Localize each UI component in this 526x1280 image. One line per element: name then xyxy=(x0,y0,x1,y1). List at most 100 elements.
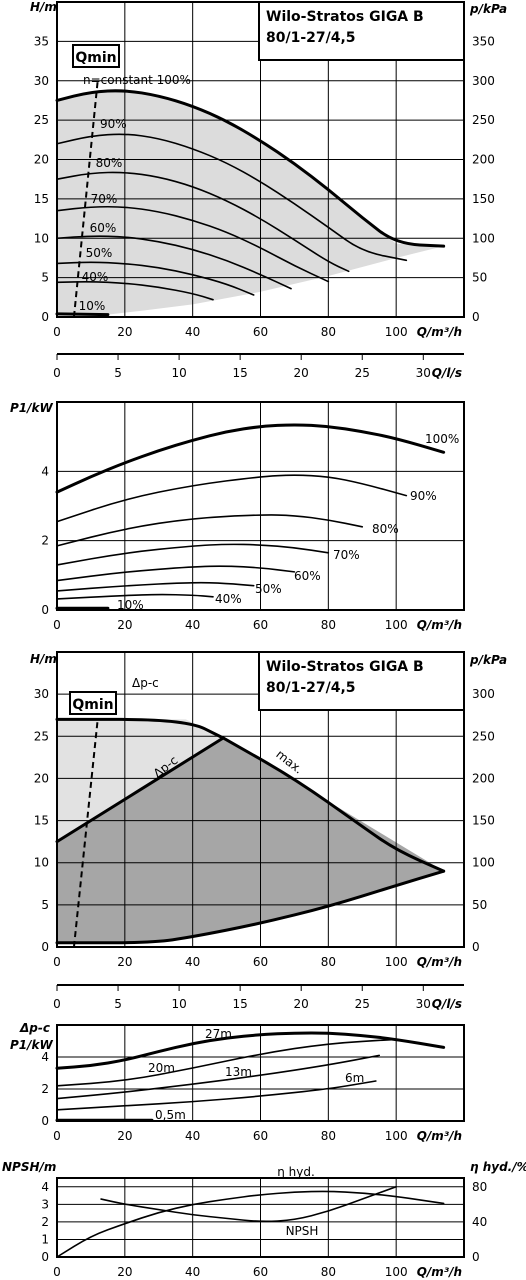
hq_var-y-tick-label: 0 xyxy=(41,310,49,324)
p1_var-series-line xyxy=(55,423,446,494)
hq_dpc-y2-tick-label: 100 xyxy=(472,856,495,870)
p1_var-x-tick-label: 100 xyxy=(385,618,408,632)
hq_var-y-tick-label: 35 xyxy=(34,34,49,48)
hq_var-y-tick-label: 5 xyxy=(41,271,49,285)
hq_dpc-x-tick-label: 40 xyxy=(185,955,200,969)
hq_dpc-y-axis-label: H/m xyxy=(30,652,57,666)
hq_dpc-x-tick-label: 100 xyxy=(385,955,408,969)
p1_dpc-x-tick-label: 80 xyxy=(321,1129,336,1143)
hq_dpc-series-line xyxy=(55,717,225,740)
p1_var-x-tick-label: 60 xyxy=(253,618,268,632)
p1_var-series-line xyxy=(56,581,255,592)
p1_var-curve-label: 70% xyxy=(333,548,360,562)
p1_dpc-x-tick-label: 40 xyxy=(185,1129,200,1143)
hq_var-series-line xyxy=(56,281,214,301)
qls_axis_1-tick-label: 10 xyxy=(171,366,186,380)
p1_var-curve-label: 50% xyxy=(255,582,282,596)
hq_dpc-x-tick-label: 20 xyxy=(117,955,132,969)
hq_var-qmin-box xyxy=(72,44,120,68)
hq_dpc-y-tick-label: 30 xyxy=(34,687,49,701)
npsh_eta-y-tick-label: 3 xyxy=(41,1197,49,1211)
p1_dpc-y-tick-label: 0 xyxy=(41,1114,49,1128)
hq_var-y2-tick-label: 150 xyxy=(472,192,495,206)
hq_dpc-x-axis-label: Q/m³/h xyxy=(417,955,462,969)
qls_axis_2-tick-label: 0 xyxy=(53,997,61,1011)
npsh_eta-npsh-label: NPSH xyxy=(286,1224,319,1238)
hq_dpc-pump-name: Wilo-Stratos GIGA B xyxy=(266,659,424,675)
hq_var-x-tick-label: 60 xyxy=(253,325,268,339)
hq_var-x-tick-label: 100 xyxy=(385,325,408,339)
p1_dpc-y-axis-label: P1/kW xyxy=(10,1038,54,1052)
hq_var-series-line xyxy=(56,133,408,262)
p1_dpc-x-tick-label: 60 xyxy=(253,1129,268,1143)
hq_dpc-qmin-label: Qmin xyxy=(72,697,113,713)
hq_dpc-y2-tick-label: 300 xyxy=(472,687,495,701)
hq_dpc-y2-tick-label: 200 xyxy=(472,771,495,785)
npsh_eta-y-tick-label: 2 xyxy=(41,1215,49,1229)
hq_var-series-line xyxy=(56,205,330,283)
hq_dpc-qmin-box xyxy=(69,691,117,715)
p1_dpc-x-tick-label: 100 xyxy=(385,1129,408,1143)
hq_var-pump-model: 80/1-27/4,5 xyxy=(266,30,356,46)
hq_var-series-line xyxy=(56,261,255,296)
p1_var-x-tick-label: 20 xyxy=(117,618,132,632)
npsh_eta-x-tick-label: 80 xyxy=(321,1265,336,1279)
p1_var-curve-label: 10% xyxy=(117,598,144,612)
p1_dpc-y-axis-label-top: Δp-c xyxy=(19,1021,50,1035)
npsh_eta-x-tick-label: 40 xyxy=(185,1265,200,1279)
p1_var-series-line xyxy=(56,514,364,547)
p1_var-y-tick-label: 2 xyxy=(41,534,49,548)
qls_axis_1-tick-label: 30 xyxy=(416,366,431,380)
hq_var-y-tick-label: 15 xyxy=(34,192,49,206)
npsh_eta-y2-tick-label: 0 xyxy=(472,1250,480,1264)
hq_dpc-max-region xyxy=(57,737,444,943)
qls_axis_2-tick-label: 30 xyxy=(416,997,431,1011)
p1_var-y-tick-label: 4 xyxy=(41,464,49,478)
hq_dpc-series-line xyxy=(55,736,225,844)
hq_var-y-tick-label: 20 xyxy=(34,153,49,167)
p1_dpc-curve-label: 6m xyxy=(345,1071,364,1085)
hq_var-x-tick-label: 20 xyxy=(117,325,132,339)
hq_var-x-tick-label: 80 xyxy=(321,325,336,339)
p1_var-curve-label: 40% xyxy=(215,592,242,606)
hq_var-curve-label: 70% xyxy=(91,192,118,206)
npsh_eta-x-tick-label: 0 xyxy=(53,1265,61,1279)
hq_dpc-title-box xyxy=(258,651,465,711)
hq_var-y2-tick-label: 100 xyxy=(472,231,495,245)
p1_var-x-axis-label: Q/m³/h xyxy=(417,618,462,632)
npsh_eta-y-axis-label: NPSH/m xyxy=(2,1160,56,1174)
hq_var-y2-tick-label: 0 xyxy=(472,310,480,324)
p1_var-y-tick-label: 0 xyxy=(41,603,49,617)
npsh_eta-series-line xyxy=(56,1190,445,1258)
p1_dpc-y-tick-label: 2 xyxy=(41,1082,49,1096)
p1_dpc-y-tick-label: 4 xyxy=(41,1050,49,1064)
npsh_eta-x-axis-label: Q/m³/h xyxy=(417,1265,462,1279)
hq_var-curve-label: 80% xyxy=(96,156,123,170)
npsh_eta-y-tick-label: 0 xyxy=(41,1250,49,1264)
hq_var-series-line xyxy=(56,171,350,273)
hq_var-x-tick-label: 40 xyxy=(185,325,200,339)
hq_dpc-y2-tick-label: 250 xyxy=(472,729,495,743)
hq_var-qmin-label: Qmin xyxy=(75,50,116,66)
qls_axis_1-tick-label: 0 xyxy=(53,366,61,380)
hq_var-series-line xyxy=(56,235,292,290)
hq_dpc-y-tick-label: 25 xyxy=(34,729,49,743)
npsh_eta-series-line xyxy=(100,1185,397,1223)
p1_var-curve-label: 80% xyxy=(372,522,399,536)
p1_dpc-curve-label: 0,5m xyxy=(155,1108,186,1122)
hq_var-curve-label: n=constant 100% xyxy=(83,73,191,87)
hq_var-y2-tick-label: 350 xyxy=(472,34,495,48)
p1_dpc-x-axis-label: Q/m³/h xyxy=(417,1129,462,1143)
p1_var-frame xyxy=(56,401,465,611)
qls_axis_2-tick-label: 10 xyxy=(171,997,186,1011)
qls_axis_1-label: Q/l/s xyxy=(432,366,462,380)
hq_dpc-qmin-line xyxy=(72,719,99,948)
qls_axis_2-label: Q/l/s xyxy=(432,997,462,1011)
hq_var-y2-axis-label: p/kPa xyxy=(469,2,507,16)
hq_dpc-x-tick-label: 0 xyxy=(53,955,61,969)
p1_var-x-tick-label: 0 xyxy=(53,618,61,632)
npsh_eta-y2-axis-label: η hyd./% xyxy=(470,1160,526,1174)
qls_axis_1-tick-label: 20 xyxy=(294,366,309,380)
p1_var-y-axis-label: P1/kW xyxy=(10,401,54,415)
